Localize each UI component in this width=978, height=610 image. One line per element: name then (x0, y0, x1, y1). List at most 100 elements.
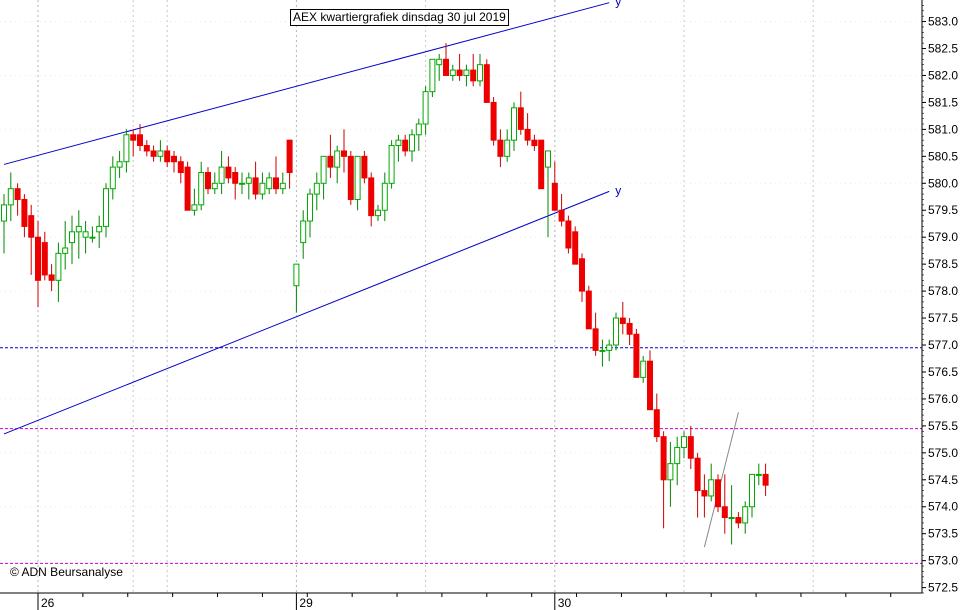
candle-body-down (715, 479, 721, 508)
candle-body-up (279, 182, 286, 190)
candle-body-up (749, 473, 755, 508)
candle-body-up (320, 155, 327, 184)
candles (1, 43, 769, 545)
candle-body-down (517, 107, 524, 130)
candle-body-up (313, 182, 320, 195)
y-tick-label: 582.5 (928, 42, 958, 56)
candle-body-down (456, 69, 463, 76)
candle-body-up (422, 91, 429, 125)
candle-body-down (470, 69, 477, 82)
candle-body-down (205, 172, 211, 190)
candle-body-down (653, 409, 660, 438)
y-tick-label: 578.5 (928, 257, 958, 271)
candle-body-up (409, 134, 415, 152)
candle-body-up (354, 155, 361, 200)
candle-body-down (701, 490, 708, 497)
copyright-label: © ADN Beursanalyse (10, 565, 123, 579)
candle-body-up (191, 204, 198, 211)
candle-body-up (211, 182, 218, 190)
candle-body-down (252, 177, 259, 195)
x-day-label: 29 (299, 596, 313, 610)
candle-body-down (327, 155, 334, 168)
candle-body-down (694, 457, 701, 492)
candle-body-up (640, 360, 647, 378)
y-tick-label: 574.5 (928, 473, 958, 487)
horizontal-reference-lines (0, 347, 922, 564)
candle-body-up (674, 446, 681, 465)
y-tick-label: 575.0 (928, 446, 958, 460)
candle-body-up (245, 177, 252, 184)
candle-body-down (48, 274, 55, 281)
candle-body-up (266, 177, 273, 190)
candle-body-up (545, 150, 551, 168)
y-axis-ticks: 583.0 582.5 582.0 581.5 581.0 580.5 580.0 579.5… (922, 5, 958, 595)
y-tick-label: 576.5 (928, 365, 958, 379)
candle-body-up (1, 204, 7, 222)
candle-body-down (524, 128, 531, 141)
x-axis-ticks: 26 29 30 (37, 593, 892, 610)
candle-body-up (334, 150, 341, 168)
candle-body-down (368, 177, 375, 217)
candle-body-up (742, 506, 749, 524)
candle-body-down (35, 236, 41, 281)
trend-lines: yy (3, 0, 739, 548)
candle-body-down (361, 155, 368, 179)
candle-body-down (762, 473, 769, 486)
candle-body-up (293, 263, 300, 287)
candle-body-up (606, 344, 613, 351)
candle-body-down (402, 139, 409, 152)
y-tick-label: 580.0 (928, 176, 958, 190)
candle-body-up (116, 161, 123, 168)
candle-body-up (708, 479, 715, 497)
candle-body-up (307, 193, 313, 222)
candle-body-down (171, 155, 177, 163)
candle-body-up (477, 64, 483, 82)
y-tick-label: 579.0 (928, 230, 958, 244)
candle-body-up (395, 139, 402, 147)
candle-body-down (585, 290, 592, 330)
candle-body-down (232, 172, 239, 184)
trend-line-label: y (615, 0, 621, 9)
candle-body-up (463, 69, 470, 76)
y-tick-label: 576.0 (928, 392, 958, 406)
candle-body-down (347, 155, 354, 200)
candle-body-down (497, 139, 504, 157)
candle-body-down (619, 317, 626, 324)
candle-body-up (511, 107, 517, 141)
candle-body-down (626, 322, 633, 335)
candle-body-down (273, 177, 279, 190)
candle-body-down (572, 231, 579, 265)
candle-body-down (579, 258, 585, 292)
candle-body-up (755, 473, 762, 476)
candle-body-down (531, 139, 538, 147)
candle-body-up (381, 182, 388, 211)
candle-body-up (7, 188, 14, 206)
grid-lines (0, 0, 922, 593)
trend-line (3, 2, 610, 165)
candle-body-up (613, 317, 619, 346)
candle-body-down (565, 220, 572, 249)
candle-body-up (681, 436, 687, 448)
candle-body-up (728, 517, 735, 520)
candle-body-up (69, 231, 75, 244)
y-tick-label: 581.5 (928, 95, 958, 109)
candle-body-down (164, 150, 171, 163)
candle-body-down (558, 209, 565, 222)
candle-body-up (449, 69, 456, 76)
x-day-label: 26 (41, 596, 55, 610)
y-tick-label: 583.0 (928, 15, 958, 29)
candle-body-down (41, 242, 48, 276)
chart-title: AEX kwartiergrafiek dinsdag 30 jul 2019 (290, 9, 509, 26)
candle-body-down (647, 360, 653, 411)
candle-body-down (130, 134, 137, 141)
y-tick-label: 580.5 (928, 149, 958, 163)
candle-body-down (538, 139, 545, 190)
y-tick-label: 572.5 (928, 581, 958, 595)
y-tick-label: 574.0 (928, 500, 958, 514)
candle-body-down (143, 145, 150, 152)
candle-body-down (735, 517, 742, 524)
y-tick-label: 578.0 (928, 284, 958, 298)
candle-body-up (82, 231, 89, 238)
candle-body-up (103, 188, 109, 227)
